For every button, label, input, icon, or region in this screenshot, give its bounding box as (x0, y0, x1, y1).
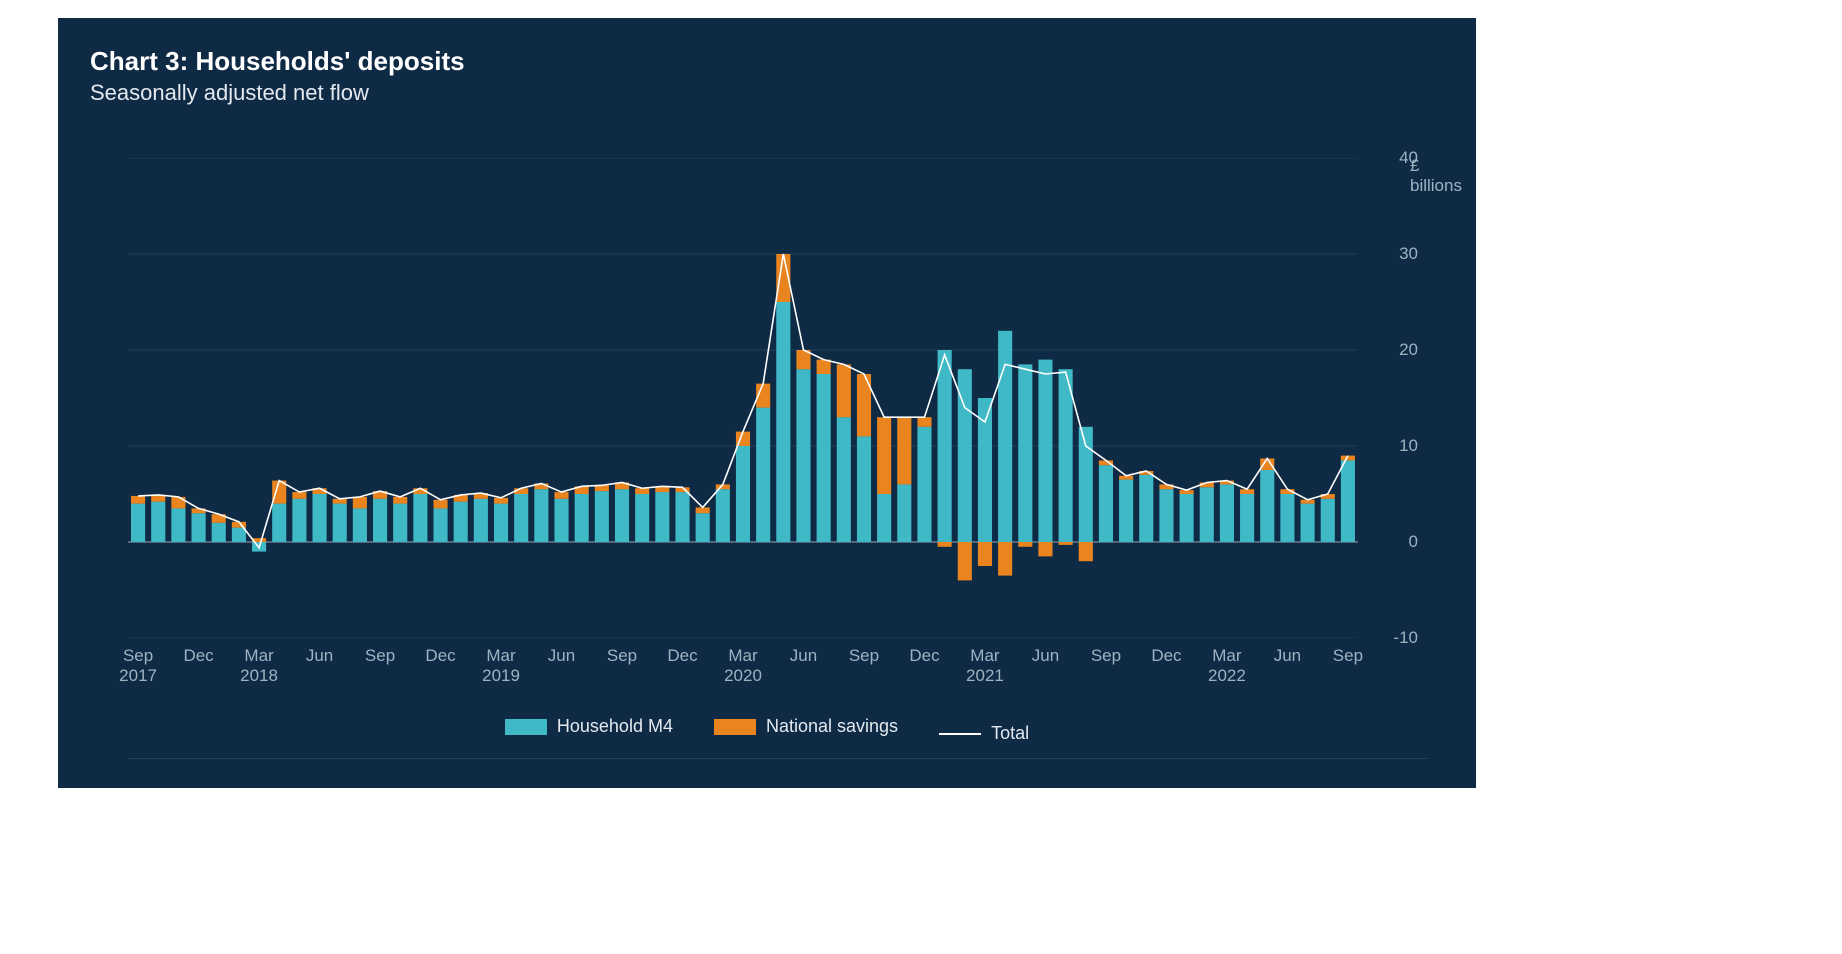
x-tick-label: Mar2018 (240, 646, 278, 685)
y-tick-label: 40 (1399, 148, 1418, 168)
x-tick-label: Sep (365, 646, 395, 666)
x-tick-label: Sep (1091, 646, 1121, 666)
y-tick-label: 0 (1409, 532, 1418, 552)
legend-line-total (939, 733, 981, 735)
legend-item-national-savings: National savings (714, 716, 898, 737)
legend-item-total: Total (939, 723, 1029, 744)
x-axis-labels: Sep2017DecMar2018JunSepDecMar2019JunSepD… (128, 646, 1358, 696)
legend-label: Household M4 (557, 716, 673, 737)
x-tick-label: Dec (667, 646, 697, 666)
x-tick-label: Jun (548, 646, 575, 666)
y-tick-label: 20 (1399, 340, 1418, 360)
x-tick-label: Dec (183, 646, 213, 666)
legend-label: National savings (766, 716, 898, 737)
legend-swatch-national-savings (714, 719, 756, 735)
legend-item-household-m4: Household M4 (505, 716, 673, 737)
page-canvas: Chart 3: Households' deposits Seasonally… (0, 0, 1842, 954)
x-tick-label: Mar2020 (724, 646, 762, 685)
divider (128, 758, 1428, 759)
y-tick-label: 10 (1399, 436, 1418, 456)
plot-svg (128, 158, 1358, 638)
x-tick-label: Sep (1333, 646, 1363, 666)
x-tick-label: Jun (1274, 646, 1301, 666)
x-tick-label: Dec (1151, 646, 1181, 666)
x-tick-label: Mar2021 (966, 646, 1004, 685)
x-tick-label: Sep2017 (119, 646, 157, 685)
x-tick-label: Jun (306, 646, 333, 666)
x-tick-label: Jun (790, 646, 817, 666)
plot-area (128, 158, 1358, 638)
x-tick-label: Jun (1032, 646, 1059, 666)
x-tick-label: Sep (849, 646, 879, 666)
y-tick-label: -10 (1393, 628, 1418, 648)
chart-title: Chart 3: Households' deposits (90, 46, 465, 77)
x-tick-label: Dec (425, 646, 455, 666)
x-tick-label: Mar2022 (1208, 646, 1246, 685)
chart-subtitle: Seasonally adjusted net flow (90, 80, 369, 106)
x-tick-label: Dec (909, 646, 939, 666)
y-axis-labels: -10010203040 (1368, 158, 1418, 638)
legend-label: Total (991, 723, 1029, 744)
y-unit-label: £ billions (1410, 156, 1476, 196)
legend: Household M4 National savings Total (58, 716, 1476, 744)
x-tick-label: Mar2019 (482, 646, 520, 685)
y-tick-label: 30 (1399, 244, 1418, 264)
chart-panel: Chart 3: Households' deposits Seasonally… (58, 18, 1476, 788)
x-tick-label: Sep (607, 646, 637, 666)
legend-swatch-household-m4 (505, 719, 547, 735)
